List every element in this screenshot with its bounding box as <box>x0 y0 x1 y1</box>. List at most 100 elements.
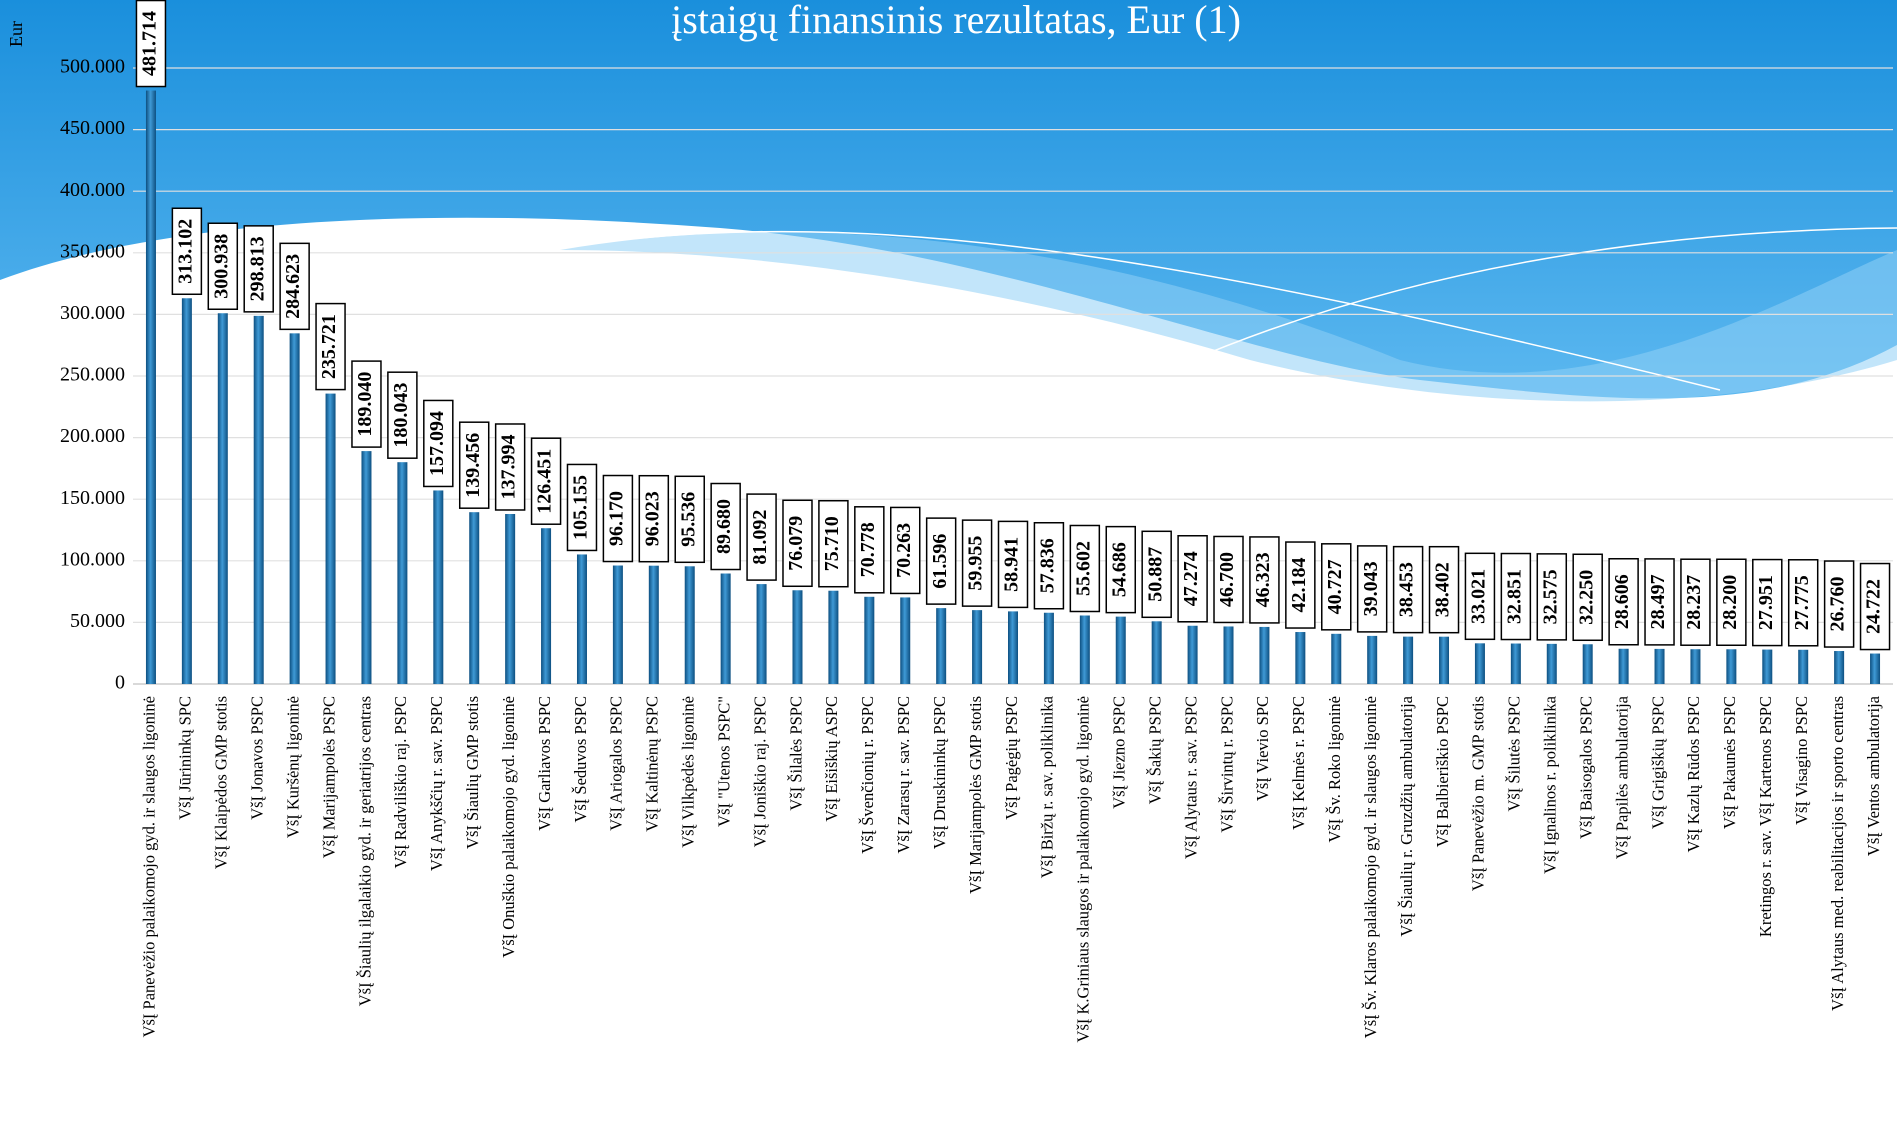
x-tick-label: VšĮ Šiaulių GMP stotis <box>463 696 482 849</box>
bar <box>1619 649 1629 684</box>
value-label: 46.323 <box>1252 552 1274 607</box>
value-label: 481.714 <box>139 11 161 76</box>
x-tick-label: VšĮ Balbieriškio PSPC <box>1433 696 1452 847</box>
value-label: 32.250 <box>1575 570 1597 625</box>
value-label: 50.887 <box>1144 547 1166 602</box>
value-label: 58.941 <box>1001 537 1023 592</box>
x-tick-label: VšĮ Pagėgių PSPC <box>1002 696 1021 820</box>
x-tick-label: VšĮ Onuškio palaikomojo gyd. ligoninė <box>499 696 518 958</box>
value-label: 32.575 <box>1539 569 1561 624</box>
x-tick-label: VšĮ Panevėžio palaikomojo gyd. ir slaugo… <box>140 696 159 1037</box>
value-label: 32.851 <box>1503 569 1525 624</box>
chart-title: įstaigų finansinis rezultatas, Eur (1) <box>671 0 1241 42</box>
x-tick-label: VšĮ Baisogalos PSPC <box>1576 696 1595 839</box>
x-tick-label: VšĮ Ignalinos r. poliklinika <box>1541 695 1560 873</box>
bar <box>1439 637 1449 684</box>
value-label: 61.596 <box>929 534 951 589</box>
x-tick-label: VšĮ Jūrininkų SPC <box>176 696 195 820</box>
y-tick-label: 450.000 <box>60 117 125 139</box>
value-label: 298.813 <box>246 236 268 301</box>
bar <box>1331 634 1341 684</box>
x-tick-label: VšĮ Jiezno PSPC <box>1110 696 1129 809</box>
value-label: 189.040 <box>354 372 376 437</box>
bar <box>1152 621 1162 684</box>
bar <box>792 590 802 684</box>
bar <box>254 316 264 684</box>
bar <box>505 514 515 684</box>
x-tick-label: VšĮ Šiaulių r. Gruzdžių ambulatorija <box>1397 695 1416 936</box>
value-label: 89.680 <box>713 499 735 554</box>
value-label: 46.700 <box>1216 552 1238 607</box>
x-tick-label: VšĮ Alytaus med. reabilitacijos ir sport… <box>1828 696 1847 1011</box>
x-tick-label: VšĮ Šv. Klaros palaikomojo gyd. ir slaug… <box>1361 696 1380 1038</box>
x-tick-label: VšĮ Panevėžio m. GMP stotis <box>1469 696 1488 891</box>
value-label: 313.102 <box>174 219 196 284</box>
value-label: 40.727 <box>1324 559 1346 614</box>
value-label: 95.536 <box>677 492 699 547</box>
value-label: 81.092 <box>749 510 771 565</box>
x-tick-label: VšĮ Papilės ambulatorija <box>1612 695 1631 859</box>
bar <box>721 574 731 684</box>
bar <box>936 608 946 684</box>
x-tick-label: VšĮ Šilalės PSPC <box>786 696 805 811</box>
x-tick-label: VšĮ Vilkpėdės ligoninė <box>679 696 698 848</box>
x-tick-label: VšĮ Vievio SPC <box>1253 696 1272 801</box>
x-tick-label: VšĮ Joniškio raj. PSPC <box>750 696 769 847</box>
bar <box>864 597 874 684</box>
value-label: 284.623 <box>282 254 304 319</box>
value-label: 27.775 <box>1791 575 1813 630</box>
x-tick-label: VšĮ Jonavos PSPC <box>247 696 266 820</box>
x-tick-label: VšĮ Kelmės r. PSPC <box>1289 696 1308 830</box>
bar <box>1511 644 1521 684</box>
y-tick-label: 200.000 <box>60 425 125 447</box>
x-tick-label: Kretingos r. sav. VšĮ Kartenos PSPC <box>1756 696 1775 937</box>
bar <box>1475 643 1485 684</box>
x-tick-label: VšĮ Druskininkų PSPC <box>930 696 949 849</box>
bar <box>1403 637 1413 684</box>
value-label: 70.778 <box>857 522 879 577</box>
bar <box>1690 649 1700 684</box>
bar <box>1295 632 1305 684</box>
x-tick-label: VšĮ K.Griniaus slaugos ir palaikomojo gy… <box>1074 696 1093 1042</box>
value-label: 139.456 <box>462 433 484 498</box>
y-tick-label: 400.000 <box>60 179 125 201</box>
x-tick-label: VšĮ Kuršėnų ligoninė <box>283 696 302 838</box>
value-label: 96.023 <box>641 491 663 546</box>
bar <box>1798 650 1808 684</box>
bar <box>1834 651 1844 684</box>
bar <box>1080 615 1090 684</box>
bar <box>361 451 371 684</box>
bar <box>1259 627 1269 684</box>
x-tick-label: VšĮ Marijampolės PSPC <box>319 696 338 858</box>
value-label: 76.079 <box>785 516 807 571</box>
bar <box>1870 654 1880 684</box>
value-label: 105.155 <box>570 475 592 540</box>
y-tick-label: 500.000 <box>60 56 125 78</box>
bar <box>1116 617 1126 684</box>
bar <box>613 566 623 684</box>
value-label: 96.170 <box>605 491 627 546</box>
x-tick-label: VšĮ Eišiškių ASPC <box>822 696 841 822</box>
bar <box>972 610 982 684</box>
y-tick-label: 150.000 <box>60 487 125 509</box>
bar <box>146 91 156 684</box>
y-tick-label: 300.000 <box>60 302 125 324</box>
bar <box>1188 626 1198 684</box>
y-tick-label: 100.000 <box>60 548 125 570</box>
x-tick-label: VšĮ Zarasų r. sav. PSPC <box>894 696 913 854</box>
x-tick-label: VšĮ Ventos ambulatorija <box>1864 695 1883 856</box>
value-label: 38.402 <box>1432 562 1454 617</box>
value-label: 47.274 <box>1180 551 1202 606</box>
bar <box>218 313 228 684</box>
x-tick-label: VšĮ Klaipėdos GMP stotis <box>212 696 231 869</box>
background-wave <box>0 0 1897 398</box>
x-tick-label: VšĮ Biržų r. sav. poliklinika <box>1038 695 1057 878</box>
x-tick-label: VšĮ Garliavos PSPC <box>535 696 554 831</box>
y-tick-label: 250.000 <box>60 364 125 386</box>
value-label: 39.043 <box>1360 561 1382 616</box>
bar <box>1583 644 1593 684</box>
value-label: 27.951 <box>1755 575 1777 630</box>
value-label: 28.606 <box>1611 574 1633 629</box>
chart: įstaigų finansinis rezultatas, Eur (1) E… <box>0 0 1897 1144</box>
bar <box>757 584 767 684</box>
